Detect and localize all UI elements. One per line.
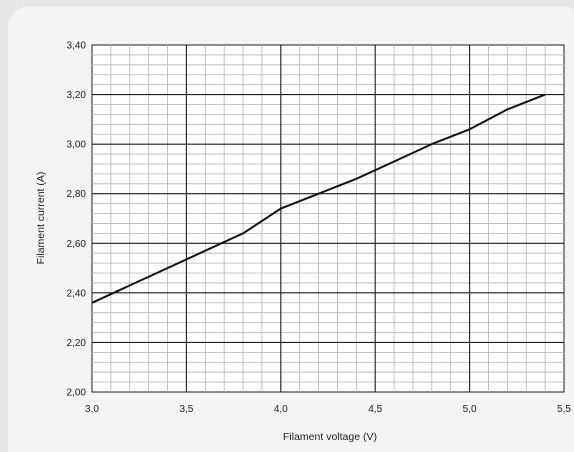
y-tick-label: 2,40 [67,288,87,299]
y-tick-label: 2,60 [67,239,87,250]
minor-grid [92,45,564,392]
x-tick-label: 5,5 [557,404,571,415]
x-tick-label: 4,0 [274,404,288,415]
y-tick-label: 2,20 [67,338,87,349]
y-tick-label: 3,00 [67,140,87,151]
x-tick-label: 4,5 [368,404,382,415]
y-tick-label: 2,80 [67,189,87,200]
x-tick-label: 5,0 [463,404,477,415]
series-line [91,93,546,304]
x-axis-label: Filament voltage (V) [283,431,377,443]
x-tick-labels: 3,0 3,5 4,0 4,5 5,0 5,5 [85,404,571,415]
y-tick-labels: 2,00 2,20 2,40 2,60 2,80 3,00 3,20 3,40 [67,41,87,399]
plot-area [91,44,565,393]
y-axis-label: Filament current (A) [35,172,47,265]
x-tick-label: 3,5 [179,404,193,415]
series-group [91,93,546,304]
y-tick-label: 3,20 [67,90,87,101]
y-tick-label: 2,00 [67,388,87,399]
y-tick-label: 3,40 [67,41,87,52]
x-tick-label: 3,0 [85,404,99,415]
major-grid [92,45,564,392]
